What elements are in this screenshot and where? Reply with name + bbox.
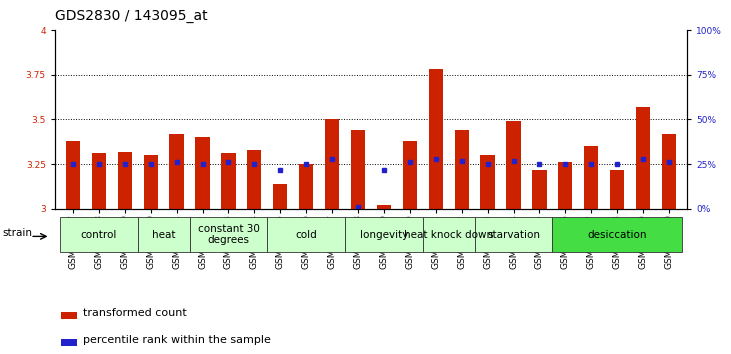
Text: starvation: starvation <box>487 229 540 240</box>
Bar <box>351 130 366 209</box>
Bar <box>61 339 77 346</box>
Text: heat knock down: heat knock down <box>404 229 493 240</box>
Bar <box>92 153 106 209</box>
Text: percentile rank within the sample: percentile rank within the sample <box>83 335 271 345</box>
Text: heat: heat <box>152 229 175 240</box>
Bar <box>221 153 235 209</box>
Bar <box>480 155 495 209</box>
Bar <box>137 217 189 252</box>
Bar <box>403 141 417 209</box>
Bar <box>636 107 650 209</box>
Bar <box>553 217 682 252</box>
Text: cold: cold <box>295 229 317 240</box>
Bar <box>428 69 443 209</box>
Bar <box>66 141 80 209</box>
Bar <box>455 130 469 209</box>
Bar <box>299 164 314 209</box>
Bar <box>247 150 262 209</box>
Bar <box>558 162 572 209</box>
Bar <box>273 184 287 209</box>
Bar <box>195 137 210 209</box>
Bar <box>423 217 474 252</box>
Text: longevity: longevity <box>360 229 408 240</box>
Text: strain: strain <box>3 228 33 238</box>
Bar <box>118 152 132 209</box>
Bar <box>584 146 599 209</box>
Bar <box>532 170 547 209</box>
Bar <box>60 217 137 252</box>
Bar <box>325 120 339 209</box>
Bar <box>143 155 158 209</box>
Bar <box>610 170 624 209</box>
Bar <box>268 217 345 252</box>
Text: constant 30
degrees: constant 30 degrees <box>197 224 260 245</box>
Text: desiccation: desiccation <box>588 229 647 240</box>
Text: GDS2830 / 143095_at: GDS2830 / 143095_at <box>55 9 208 23</box>
Bar <box>376 205 391 209</box>
Bar <box>474 217 553 252</box>
Bar <box>170 134 183 209</box>
Bar <box>61 312 77 319</box>
Bar <box>345 217 423 252</box>
Text: control: control <box>80 229 117 240</box>
Bar <box>507 121 520 209</box>
Bar <box>189 217 268 252</box>
Bar <box>662 134 676 209</box>
Text: transformed count: transformed count <box>83 308 187 318</box>
